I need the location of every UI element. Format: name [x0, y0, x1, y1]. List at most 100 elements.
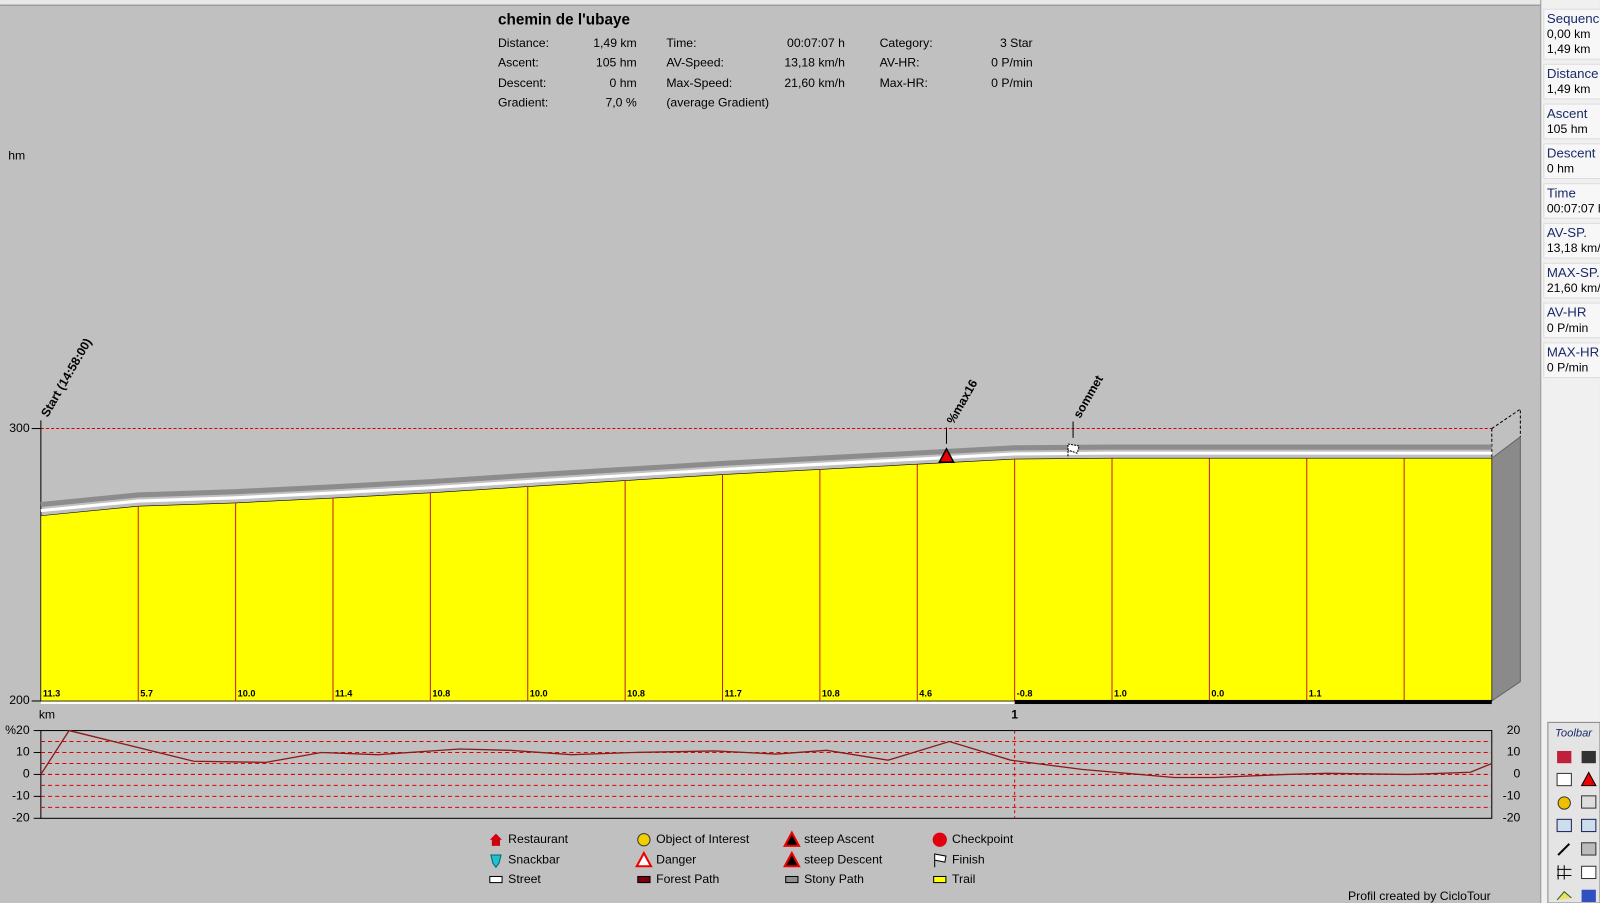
y-axis-label: hm: [8, 148, 25, 162]
sidebar-label: AV-HR: [1547, 305, 1587, 320]
trail-type-bar: [1014, 699, 1492, 705]
segment-gradient: 4.6: [919, 688, 932, 698]
sidebar-box: [1543, 143, 1600, 180]
legend-label: steep Ascent: [804, 832, 875, 846]
sidebar-label: Descent: [1547, 146, 1596, 161]
stat-value: 00:07:07 h: [787, 36, 845, 50]
y-tick-label: 200: [9, 693, 30, 707]
y-tick-label: 10: [16, 745, 30, 759]
y-tick-label-right: -20: [1503, 811, 1521, 825]
legend-icon: [490, 854, 502, 869]
y-tick-label: -10: [12, 789, 30, 803]
stat-value: 1,49 km: [593, 36, 637, 50]
toolbar-icon[interactable]: [1556, 772, 1572, 787]
legend-icon: [637, 875, 651, 884]
sidebar-label: Time: [1547, 185, 1576, 200]
stat-label: (average Gradient): [666, 95, 769, 109]
y-tick-label: 0: [23, 767, 30, 781]
sidebar-box: [1543, 63, 1600, 100]
sidebar-box: [1543, 262, 1600, 299]
gradient-chart: % -20 -20 -10 -10 0 0 10 10 20 20: [5, 723, 1520, 825]
stat-value: 105 hm: [596, 55, 637, 69]
legend-label: steep Descent: [804, 852, 883, 866]
toolbar-icon[interactable]: [1581, 795, 1597, 809]
legend-label: Object of Interest: [656, 832, 750, 846]
legend-label: Street: [508, 872, 541, 886]
stat-label: Ascent:: [498, 55, 539, 69]
sidebar-label: Ascent: [1547, 106, 1588, 121]
trail-band: [40, 444, 1492, 508]
stat-label: Distance:: [498, 36, 549, 50]
sidebar-box: [1543, 342, 1600, 379]
sidebar-value: 21,60 km/h: [1547, 281, 1600, 295]
toolbar-icon[interactable]: [1581, 842, 1597, 856]
legend-icon: [932, 832, 947, 847]
x-axis-label: km: [39, 707, 55, 721]
toolbar-icon[interactable]: [1557, 796, 1571, 810]
y-tick-label: 300: [9, 421, 30, 435]
y-tick-label-right: 10: [1507, 745, 1521, 759]
gradient-line: [40, 729, 1493, 779]
toolbar-icon[interactable]: [1580, 771, 1597, 787]
trail-line: [40, 451, 1492, 513]
toolbar-icon[interactable]: [1581, 818, 1597, 833]
sidebar-label: MAX-SP.: [1547, 265, 1600, 280]
toolbar-icons: [1556, 750, 1597, 902]
legend-icon: [637, 833, 651, 847]
stat-value: 0 P/min: [991, 76, 1033, 90]
sidebar-value: 0,00 km: [1547, 27, 1591, 41]
segment-gradient: 10.8: [432, 688, 450, 698]
legend-icon: [782, 850, 801, 868]
legend-label: Trail: [952, 872, 975, 886]
sidebar-value: 0 P/min: [1547, 321, 1589, 335]
segment-gradient: 1.1: [1309, 688, 1322, 698]
segment-gradient: 11.4: [335, 688, 353, 698]
legend-label: Stony Path: [804, 872, 864, 886]
stats: Distance: 1,49 km Ascent: 105 hm Descent: 0 h…: [498, 36, 1033, 109]
y-tick-label: 20: [16, 723, 30, 737]
segment-gradient: 10.8: [822, 688, 840, 698]
stat-label: Max-Speed:: [666, 76, 732, 90]
legend-icon: [489, 875, 503, 884]
toolbar-icon[interactable]: [1557, 843, 1571, 856]
sidebar-box: [1543, 183, 1600, 219]
x-tick-label: 1: [1011, 707, 1018, 721]
stat-value: 0 hm: [610, 76, 637, 90]
legend-icon: [785, 875, 799, 884]
y-tick-label-right: 20: [1507, 723, 1521, 737]
stat-label: Descent:: [498, 76, 546, 90]
tab-strip: [0, 0, 1541, 6]
toolbar-icon[interactable]: [1581, 865, 1597, 880]
segment-gradient: 10.0: [238, 688, 256, 698]
stat-label: Category:: [880, 36, 933, 50]
legend: Restaurant Object of Interest steep Ascent…: [489, 830, 1014, 886]
segment-gradient: 5.7: [140, 688, 153, 698]
sidebar-label: Sequence: [1547, 11, 1600, 26]
legend-label: Restaurant: [508, 832, 568, 846]
sidebar-value: 13,18 km/h: [1547, 241, 1600, 255]
toolbar-icon[interactable]: [1557, 750, 1572, 764]
footer: Profil created by CicloTour: [1348, 889, 1491, 903]
segment-gradient: -0.8: [1017, 688, 1033, 698]
legend-label: Finish: [952, 852, 985, 866]
sidebar-box: [1543, 103, 1600, 140]
stat-label: Max-HR:: [880, 76, 928, 90]
toolbar-icon[interactable]: [1581, 889, 1596, 902]
sidebar-value: 0 P/min: [1547, 361, 1589, 375]
toolbar-icon[interactable]: [1581, 750, 1596, 764]
sidebar-box: [1543, 302, 1600, 339]
sidebar-label: AV-SP.: [1547, 225, 1587, 240]
legend-icon: [489, 833, 503, 846]
profile-side: [1491, 435, 1521, 702]
sidebar-value: 00:07:07 h: [1547, 201, 1600, 215]
legend-icon: [934, 853, 947, 868]
steep-ascent-marker: [938, 447, 955, 463]
toolbar-icon[interactable]: [1557, 865, 1572, 880]
toolbar-icon[interactable]: [1556, 818, 1572, 833]
legend-icon: [933, 875, 947, 884]
toolbar-icon[interactable]: [1556, 891, 1572, 901]
segment-gradient: 11.3: [43, 688, 60, 698]
sidebar-label: Distance: [1547, 66, 1599, 81]
